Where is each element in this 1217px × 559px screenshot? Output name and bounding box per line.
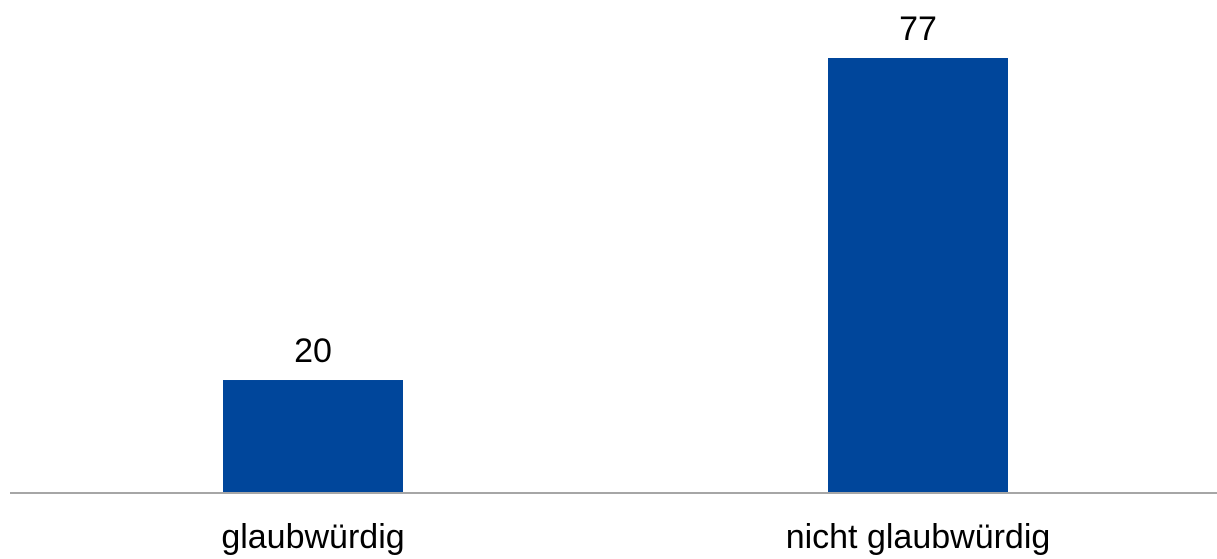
x-tick-labels-group: glaubwürdig nicht glaubwürdig: [221, 518, 1050, 556]
bar-2: [828, 58, 1008, 493]
x-tick-label-1: glaubwürdig: [221, 518, 404, 556]
data-label-1: 20: [294, 332, 332, 370]
bars-group: [223, 58, 1008, 493]
data-label-2: 77: [899, 10, 937, 48]
bar-1: [223, 380, 403, 493]
x-tick-label-2: nicht glaubwürdig: [786, 518, 1051, 556]
